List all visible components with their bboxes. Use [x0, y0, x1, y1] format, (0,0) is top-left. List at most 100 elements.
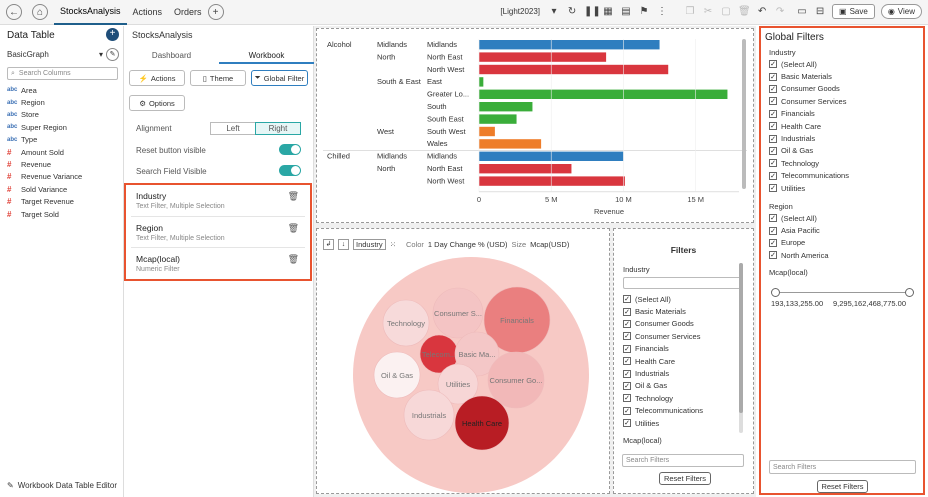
filter-option[interactable]: ✓ Consumer Services	[623, 330, 703, 342]
trash-icon[interactable]: 🗑	[287, 222, 299, 233]
filter-option[interactable]: ✓ Financials	[769, 108, 849, 120]
filter-option[interactable]: ✓ North America	[769, 249, 829, 261]
filter-option[interactable]: ✓ Health Care	[769, 120, 849, 132]
filter-option[interactable]: ✓ Consumer Services	[769, 95, 849, 107]
bar-chart-visual[interactable]: Alcohol Midlands Midlands North North East No…	[316, 28, 754, 223]
filter-option[interactable]: ✓ Basic Materials	[769, 70, 849, 82]
filter-option[interactable]: ✓ (Select All)	[623, 293, 703, 305]
filter-option[interactable]: ✓ (Select All)	[769, 58, 849, 70]
checkbox-checked-icon[interactable]: ✓	[769, 84, 777, 93]
filter-definition-item[interactable]: Industry Text Filter, Multiple Selection 🗑	[131, 185, 305, 217]
checkbox-checked-icon[interactable]: ✓	[769, 251, 777, 260]
checkbox-checked-icon[interactable]: ✓	[769, 159, 777, 168]
checkbox-checked-icon[interactable]: ✓	[623, 369, 631, 378]
edit-source-icon[interactable]: ✎	[106, 48, 119, 61]
column-item[interactable]: # Target Sold	[0, 208, 124, 220]
filter-option[interactable]: ✓ Technology	[769, 157, 849, 169]
checkbox-checked-icon[interactable]: ✓	[769, 226, 777, 235]
tab-dashboard[interactable]: Dashboard	[151, 51, 192, 60]
checkbox-checked-icon[interactable]: ✓	[623, 357, 631, 366]
filter-option[interactable]: ✓ Technology	[623, 392, 703, 404]
filter-option[interactable]: ✓ Oil & Gas	[623, 380, 703, 392]
home-icon[interactable]: ⌂	[32, 4, 48, 20]
checkbox-checked-icon[interactable]: ✓	[769, 238, 777, 247]
save-button[interactable]: ▣ Save	[832, 4, 875, 19]
checkbox-checked-icon[interactable]: ✓	[769, 171, 777, 180]
checkbox-checked-icon[interactable]: ✓	[623, 394, 631, 403]
column-item[interactable]: # Amount Sold	[0, 146, 124, 158]
sort-down-icon[interactable]: ↓	[338, 239, 349, 250]
view-button[interactable]: ◉ View	[880, 4, 922, 19]
filter-option[interactable]: ✓ (Select All)	[769, 212, 829, 224]
bubble-visual[interactable]: ↲ ↓ Industry ⁙ Color 1 Day Change % (USD…	[316, 228, 610, 494]
tab-orders[interactable]: Orders	[174, 7, 202, 17]
column-item[interactable]: # Sold Variance	[0, 183, 124, 195]
scroll-thumb[interactable]	[739, 263, 743, 413]
global-filter-button[interactable]: ⏷ Global Filter	[251, 70, 308, 86]
paste-icon[interactable]: ▢	[721, 6, 731, 17]
column-item[interactable]: abc Store	[0, 109, 124, 121]
undo-icon[interactable]: ↶	[757, 6, 767, 17]
group-by-select[interactable]: Industry	[353, 239, 386, 250]
data-source-select[interactable]: BasicGraph ▾	[7, 50, 103, 59]
gf-search-input[interactable]: Search Filters	[769, 460, 916, 474]
align-left-button[interactable]: Left	[210, 122, 256, 135]
filter-option[interactable]: ✓ Oil & Gas	[769, 145, 849, 157]
column-item[interactable]: # Target Revenue	[0, 196, 124, 208]
checkbox-checked-icon[interactable]: ✓	[769, 184, 777, 193]
search-columns-input[interactable]: ⌕ Search Columns	[7, 67, 118, 80]
refresh-icon[interactable]: ↻	[567, 6, 577, 17]
size-value[interactable]: Mcap(USD)	[530, 240, 570, 249]
trash-icon[interactable]: 🗑	[287, 254, 299, 264]
filters-search-input[interactable]: Search Filters	[622, 454, 744, 467]
column-item[interactable]: abc Super Region	[0, 121, 124, 133]
filter-option[interactable]: ✓ Consumer Goods	[623, 318, 703, 330]
bookmark-icon[interactable]: ⚑	[639, 6, 649, 17]
checkbox-checked-icon[interactable]: ✓	[769, 109, 777, 118]
more-icon[interactable]: ⋮	[657, 6, 668, 17]
filter-option[interactable]: ✓ Financials	[623, 343, 703, 355]
align-right-button[interactable]: Right	[255, 122, 301, 135]
filter-definition-item[interactable]: Mcap(local) Numeric Filter 🗑	[131, 248, 305, 280]
column-item[interactable]: # Revenue Variance	[0, 171, 124, 183]
checkbox-checked-icon[interactable]: ✓	[769, 122, 777, 131]
tab-actions[interactable]: Actions	[132, 7, 163, 17]
filter-option[interactable]: ✓ Consumer Goods	[769, 83, 849, 95]
comment-icon[interactable]: ▭	[797, 6, 807, 17]
column-item[interactable]: abc Region	[0, 96, 124, 108]
checkbox-checked-icon[interactable]: ✓	[623, 406, 631, 415]
column-item[interactable]: abc Area	[0, 84, 124, 96]
filter-option[interactable]: ✓ Utilities	[769, 182, 849, 194]
workbook-editor-link[interactable]: ✎ Workbook Data Table Editor	[7, 481, 118, 490]
filter-option[interactable]: ✓ Basic Materials	[623, 305, 703, 317]
sort-icon[interactable]: ↲	[323, 239, 334, 250]
checkbox-checked-icon[interactable]: ✓	[623, 295, 631, 304]
filter-option[interactable]: ✓ Telecommunications	[769, 170, 849, 182]
search-visible-toggle[interactable]	[279, 165, 301, 176]
filter-definition-item[interactable]: Region Text Filter, Multiple Selection 🗑	[131, 217, 305, 248]
reset-filters-button[interactable]: Reset Filters	[659, 472, 711, 485]
export-icon[interactable]: ▤	[621, 6, 631, 17]
cut-icon[interactable]: ✂	[703, 6, 713, 17]
tab-workbook[interactable]: Workbook	[219, 48, 314, 64]
filter-option[interactable]: ✓ Industrials	[769, 132, 849, 144]
scrollbar[interactable]	[739, 263, 743, 433]
add-tab-icon[interactable]: +	[207, 4, 224, 20]
checkbox-checked-icon[interactable]: ✓	[769, 134, 777, 143]
filter-option[interactable]: ✓ Industrials	[623, 367, 703, 379]
filter-option[interactable]: ✓ Telecommunications	[623, 405, 703, 417]
trash-icon[interactable]: 🗑	[287, 191, 299, 201]
actions-button[interactable]: ⚡ Actions	[129, 70, 185, 86]
filter-option[interactable]: ✓ Health Care	[623, 355, 703, 367]
filter-option[interactable]: ✓ Utilities	[623, 417, 703, 429]
checkbox-checked-icon[interactable]: ✓	[623, 344, 631, 353]
slider-max-handle[interactable]	[905, 288, 914, 297]
redo-icon[interactable]: ↷	[775, 6, 785, 17]
theme-dropdown-icon[interactable]: ▾	[551, 6, 557, 17]
reset-visible-toggle[interactable]	[279, 144, 301, 155]
snapshot-icon[interactable]: ▦	[603, 6, 613, 17]
gf-reset-filters-button[interactable]: Reset Filters	[817, 480, 868, 493]
checkbox-checked-icon[interactable]: ✓	[623, 319, 631, 328]
checkbox-checked-icon[interactable]: ✓	[769, 72, 777, 81]
hierarchy-icon[interactable]: ⁙	[389, 240, 396, 249]
